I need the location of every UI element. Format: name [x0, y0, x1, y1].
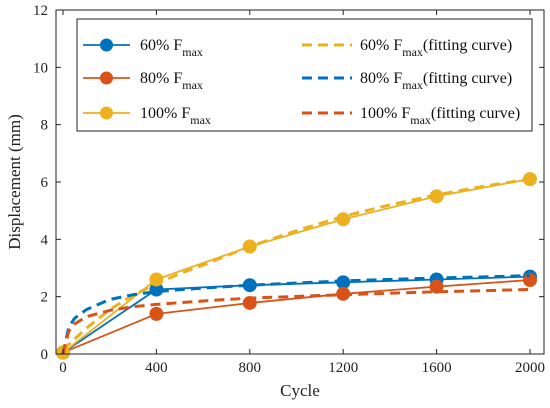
series-line	[61, 177, 531, 351]
axis-ticks: 0 400 800 1200 1600 2000 0 2 4 6 8 10 12	[33, 3, 545, 376]
series-5	[61, 274, 531, 355]
series-6	[61, 288, 531, 355]
y-tick-label: 8	[41, 118, 49, 134]
legend-label: 100% Fmax(fitting curve)	[360, 105, 520, 127]
series-line	[61, 274, 531, 355]
y-tick-label: 6	[41, 175, 49, 191]
series-line	[61, 288, 531, 355]
legend: 60% Fmax 80% Fmax 100% Fmax 60% Fmax(fittin…	[76, 18, 533, 132]
x-axis-title: Cycle	[280, 381, 320, 400]
series-line	[62, 279, 531, 354]
legend-marker	[100, 71, 113, 85]
legend-label: 100% Fmax	[140, 105, 211, 127]
legend-label: 80% Fmax	[140, 70, 203, 92]
y-tick-label: 4	[41, 232, 49, 248]
y-tick-label: 10	[33, 60, 48, 76]
series-4	[61, 177, 531, 351]
legend-label: 60% Fmax(fitting curve)	[360, 37, 512, 59]
data-point	[429, 279, 444, 294]
x-tick-label: 0	[59, 360, 67, 376]
x-tick-label: 800	[239, 360, 262, 376]
y-tick-label: 12	[33, 3, 48, 19]
x-tick-label: 400	[145, 360, 168, 376]
y-tick-label: 2	[41, 290, 49, 306]
legend-marker	[100, 38, 113, 52]
y-axis-title: Displacement (mm)	[5, 114, 24, 250]
legend-label: 80% Fmax(fitting curve)	[360, 70, 512, 92]
x-tick-label: 2000	[515, 360, 545, 376]
x-tick-label: 1600	[422, 360, 452, 376]
legend-marker	[100, 106, 113, 120]
legend-label: 60% Fmax	[140, 37, 203, 59]
data-point	[149, 306, 164, 321]
x-tick-label: 1200	[328, 360, 358, 376]
y-tick-label: 0	[41, 347, 49, 363]
plot-area	[56, 172, 537, 360]
